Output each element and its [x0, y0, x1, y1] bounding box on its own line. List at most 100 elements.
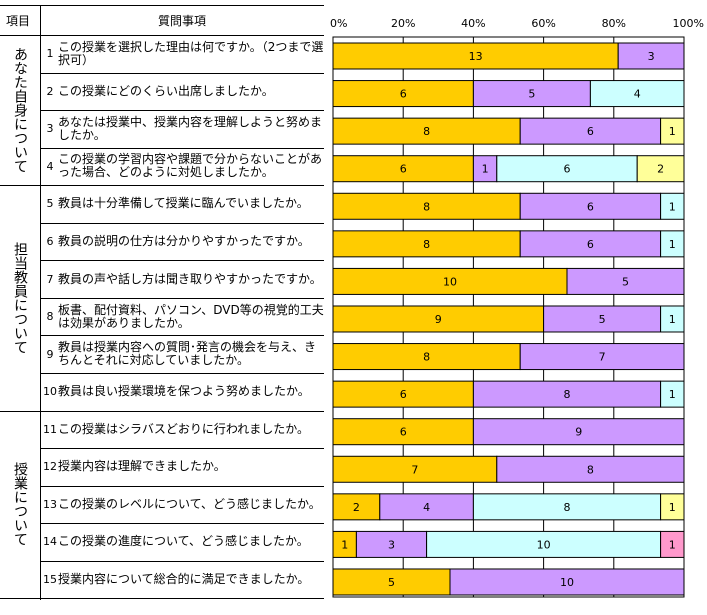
data-label: 8 [587, 463, 594, 476]
row-divider [40, 185, 324, 186]
bar-segment [519, 117, 662, 145]
bar-segment [332, 493, 381, 521]
data-label: 1 [669, 388, 676, 401]
row-divider [40, 260, 324, 261]
question-text: この授業のレベルについて、どう感じましたか。 [58, 496, 321, 511]
question-number: 12 [43, 460, 57, 474]
bar-segment [660, 530, 685, 558]
question-number: 5 [46, 197, 54, 211]
table-column-divider [40, 5, 41, 600]
bar-segment [496, 155, 638, 183]
data-label: 8 [423, 351, 430, 364]
bar-segment [636, 155, 685, 183]
data-label: 3 [388, 538, 395, 551]
question-row: 14 この授業の進度について、どう感じましたか。 [42, 523, 324, 561]
data-label: 7 [599, 351, 606, 364]
data-label: 5 [388, 576, 395, 589]
question-row: 15 授業内容について総合的に満足できましたか。 [42, 561, 324, 599]
data-label: 1 [341, 538, 348, 551]
row-divider [40, 448, 324, 449]
bar-segment [660, 117, 685, 145]
bar-segment [519, 343, 685, 371]
question-text: この授業はシラバスどおりに行われましたか。 [58, 421, 310, 436]
bar-segment [332, 568, 451, 596]
row-divider [40, 110, 324, 111]
table-top-border [0, 5, 324, 6]
data-label: 1 [669, 538, 676, 551]
bar-segment [519, 192, 662, 220]
data-label: 5 [599, 313, 606, 326]
group-label-cell: 担当教員について [0, 185, 40, 410]
x-tick-label: 0% [330, 17, 347, 30]
question-row: 7 教員の声や話し方は聞き取りやすかったですか。 [42, 260, 324, 298]
question-text: 授業内容について総合的に満足できましたか。 [58, 571, 310, 586]
question-number: 9 [46, 347, 54, 361]
bar-segment [332, 42, 619, 70]
bar-segment [660, 305, 685, 333]
header-item: 項目 [6, 14, 31, 28]
data-label: 1 [669, 200, 676, 213]
row-divider [40, 486, 324, 487]
data-label: 9 [435, 313, 442, 326]
group-label: 担当教員について [12, 241, 28, 354]
question-text: この授業を選択した理由は何ですか。（2つまで選択可） [58, 39, 324, 67]
question-number: 7 [46, 272, 54, 286]
bar-segment [660, 230, 685, 258]
bar-segment [496, 455, 685, 483]
bar-segment [519, 230, 662, 258]
data-label: 8 [564, 388, 571, 401]
row-divider [40, 373, 324, 374]
data-label: 8 [423, 125, 430, 138]
data-label: 3 [648, 50, 655, 63]
group-label: あなた自身について [12, 47, 28, 174]
row-divider [40, 598, 324, 599]
data-label: 13 [469, 50, 483, 63]
row-divider [40, 73, 324, 74]
group-label-cell: あなた自身について [0, 35, 40, 185]
bar-segment [543, 305, 662, 333]
row-divider [40, 148, 324, 149]
bar-segment [332, 380, 474, 408]
question-row: 3 あなたは授業中、授業内容を理解しようと努めましたか。 [42, 110, 324, 148]
question-number: 15 [43, 572, 57, 586]
bar-segment [472, 418, 685, 446]
question-row: 2 この授業にどのくらい出席しましたか。 [42, 73, 324, 111]
question-number: 11 [43, 422, 57, 436]
header-question: 質問事項 [158, 14, 207, 28]
question-row: 10 教員は良い授業環境を保つよう努めましたか。 [42, 373, 324, 411]
question-row: 6 教員の説明の仕方は分かりやすかったですか。 [42, 223, 324, 261]
bar-segment [332, 418, 474, 446]
bar-segment [472, 493, 662, 521]
question-number: 3 [46, 122, 54, 136]
question-text: あなたは授業中、授業内容を理解しようと努めましたか。 [58, 114, 323, 142]
bar-segment [660, 380, 685, 408]
row-divider [40, 223, 324, 224]
data-label: 8 [423, 200, 430, 213]
bar-segment [379, 493, 474, 521]
data-label: 1 [669, 313, 676, 326]
data-label: 6 [400, 426, 407, 439]
bar-segment [589, 80, 685, 108]
data-label: 6 [587, 200, 594, 213]
group-label-cell: 授業について [0, 411, 40, 599]
data-label: 5 [622, 275, 629, 288]
question-number: 14 [43, 535, 57, 549]
data-label: 7 [411, 463, 418, 476]
row-divider [40, 335, 324, 336]
question-text: この授業にどのくらい出席しましたか。 [58, 83, 274, 98]
bar-segment [660, 192, 685, 220]
row-divider [40, 298, 324, 299]
bar-segment [332, 80, 474, 108]
group-divider [0, 185, 40, 186]
data-label: 6 [587, 238, 594, 251]
data-label: 6 [587, 125, 594, 138]
question-number: 8 [46, 310, 54, 324]
bar-segment [426, 530, 662, 558]
data-label: 2 [657, 163, 664, 176]
question-number: 2 [46, 84, 54, 98]
data-label: 2 [353, 501, 360, 514]
question-number: 1 [46, 47, 54, 61]
bar-segment [660, 493, 685, 521]
bar-segment [332, 117, 521, 145]
